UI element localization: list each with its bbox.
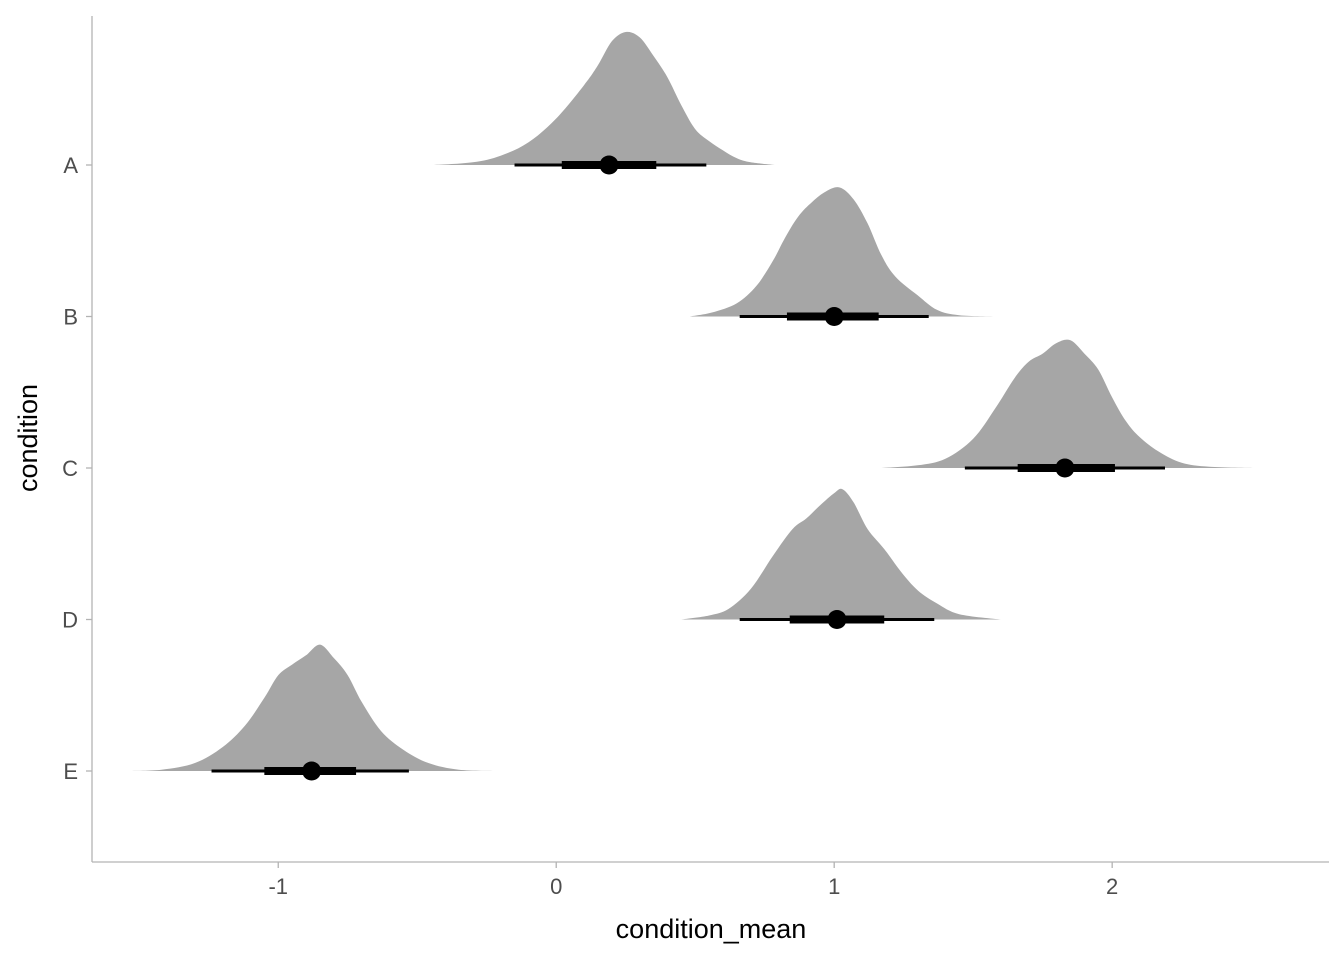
- x-axis-title: condition_mean: [616, 914, 807, 944]
- y-tick-label-b: B: [63, 305, 78, 330]
- y-tick-label-e: E: [63, 759, 78, 784]
- x-tick-label: 0: [550, 874, 562, 899]
- point-estimate-b: [824, 307, 844, 326]
- x-tick-label: 1: [828, 874, 840, 899]
- x-tick-label: 2: [1106, 874, 1118, 899]
- point-estimate-e: [302, 761, 322, 781]
- density-e: [125, 644, 501, 771]
- y-tick-label-d: D: [62, 608, 78, 633]
- density-a: [433, 31, 776, 166]
- x-axis-ticks: -1 0 1 2: [268, 862, 1118, 899]
- y-axis-title: condition: [13, 384, 43, 492]
- y-axis-ticks: A B C D E: [62, 153, 92, 784]
- y-tick-label-c: C: [62, 456, 78, 481]
- density-c: [881, 339, 1257, 468]
- x-tick-label: -1: [268, 874, 288, 899]
- density-b: [689, 187, 999, 317]
- point-estimate-d: [827, 610, 847, 629]
- density-d: [681, 488, 1001, 620]
- y-tick-label-a: A: [63, 153, 78, 178]
- point-estimate-c: [1055, 458, 1075, 478]
- interval-layer: [211, 155, 1165, 781]
- density-layer: [125, 31, 1257, 771]
- point-estimate-a: [599, 155, 619, 175]
